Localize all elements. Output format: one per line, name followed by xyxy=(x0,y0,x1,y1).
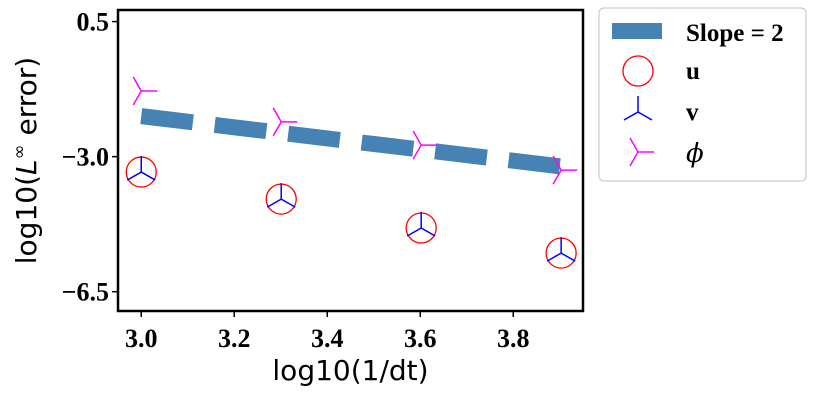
y-tick-label-2: −6.5 xyxy=(62,278,109,307)
legend-label-v: v xyxy=(686,99,699,126)
legend-swatch-phi xyxy=(629,137,654,167)
x-tick-label-0: 3.0 xyxy=(125,324,158,353)
y-axis-label-symbol: L xyxy=(10,159,43,175)
y-axis-label: log10(L∞ error) xyxy=(9,57,43,264)
legend-box xyxy=(598,7,807,182)
axis-ticks: 3.0 3.2 3.4 3.6 3.8 0.5 −3.0 −6.5 xyxy=(62,8,530,353)
slope-reference-line xyxy=(140,108,561,175)
x-tick-label-3: 3.6 xyxy=(404,324,437,353)
plot-frame xyxy=(116,8,585,313)
v-point-1 xyxy=(266,183,296,208)
series-1 xyxy=(125,156,577,269)
y-axis-label-prefix: log10( xyxy=(10,175,43,264)
series-3 xyxy=(132,76,578,185)
v-point-3 xyxy=(546,237,576,262)
phi-point-3 xyxy=(552,155,578,185)
legend-label-u: u xyxy=(686,58,700,85)
legend: Slope = 2 u v ϕ xyxy=(598,7,807,182)
plot-marks xyxy=(125,76,578,269)
phi-point-2 xyxy=(412,130,438,160)
x-axis-label: log10(1/dt) xyxy=(272,354,428,387)
y-tick-label-1: −3.0 xyxy=(62,143,109,172)
x-tick-label-1: 3.2 xyxy=(218,324,251,353)
legend-label-phi: ϕ xyxy=(686,139,704,169)
phi-point-0 xyxy=(132,76,158,106)
y-axis-label-superscript: ∞ xyxy=(9,144,30,159)
phi-point-1 xyxy=(272,107,298,137)
legend-swatch-v xyxy=(623,96,653,121)
legend-label-slope: Slope = 2 xyxy=(686,20,784,47)
v-point-0 xyxy=(126,156,156,181)
y-tick-label-0: 0.5 xyxy=(77,8,110,37)
series-2 xyxy=(126,156,576,262)
x-tick-label-2: 3.4 xyxy=(311,324,344,353)
series-0 xyxy=(140,108,561,175)
x-tick-label-4: 3.8 xyxy=(497,324,530,353)
v-point-2 xyxy=(406,212,436,237)
y-axis-label-suffix: error) xyxy=(10,57,43,145)
legend-swatch-u xyxy=(622,55,654,87)
